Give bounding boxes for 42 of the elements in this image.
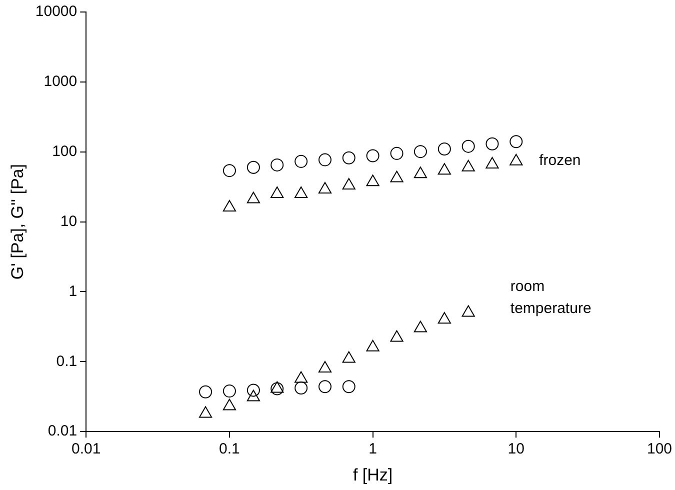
x-tick-label: 1 xyxy=(368,440,377,458)
point xyxy=(390,146,404,160)
point xyxy=(294,154,308,168)
point xyxy=(342,178,356,190)
point xyxy=(294,186,308,198)
y-tick-label: 0.01 xyxy=(48,422,78,440)
point xyxy=(438,142,451,156)
point xyxy=(246,192,260,204)
y-tick-label: 10 xyxy=(60,212,78,230)
point xyxy=(462,160,475,172)
x-tick-label: 100 xyxy=(646,440,672,458)
point xyxy=(462,140,475,153)
y-tick-label: 1 xyxy=(68,282,78,300)
x-tick-label: 0.1 xyxy=(219,440,240,458)
point xyxy=(270,186,284,198)
y-axis-title: G' [Pa], G'' [Pa] xyxy=(8,164,27,280)
x-axis-title: f [Hz] xyxy=(352,465,393,484)
point xyxy=(486,137,499,150)
y-tick-label: 10000 xyxy=(35,3,78,20)
point xyxy=(222,200,236,212)
annotation: frozen xyxy=(539,152,581,170)
point xyxy=(318,182,332,194)
point xyxy=(366,149,380,162)
y-tick-label: 1000 xyxy=(44,73,78,90)
point xyxy=(246,160,260,174)
point xyxy=(510,154,523,166)
point xyxy=(414,166,428,178)
point xyxy=(438,163,451,175)
point xyxy=(222,164,236,178)
point xyxy=(390,170,404,182)
point xyxy=(270,158,284,172)
point xyxy=(510,135,523,148)
point xyxy=(318,153,332,166)
point xyxy=(414,145,427,158)
x-tick-label: 0.01 xyxy=(72,440,101,458)
y-tick-label: 100 xyxy=(52,143,78,160)
y-tick-label: 0.1 xyxy=(56,352,78,370)
point xyxy=(342,151,356,164)
point xyxy=(486,156,499,168)
point xyxy=(366,174,380,186)
annotation: room temperature xyxy=(510,278,592,317)
x-tick-label: 10 xyxy=(508,440,524,458)
